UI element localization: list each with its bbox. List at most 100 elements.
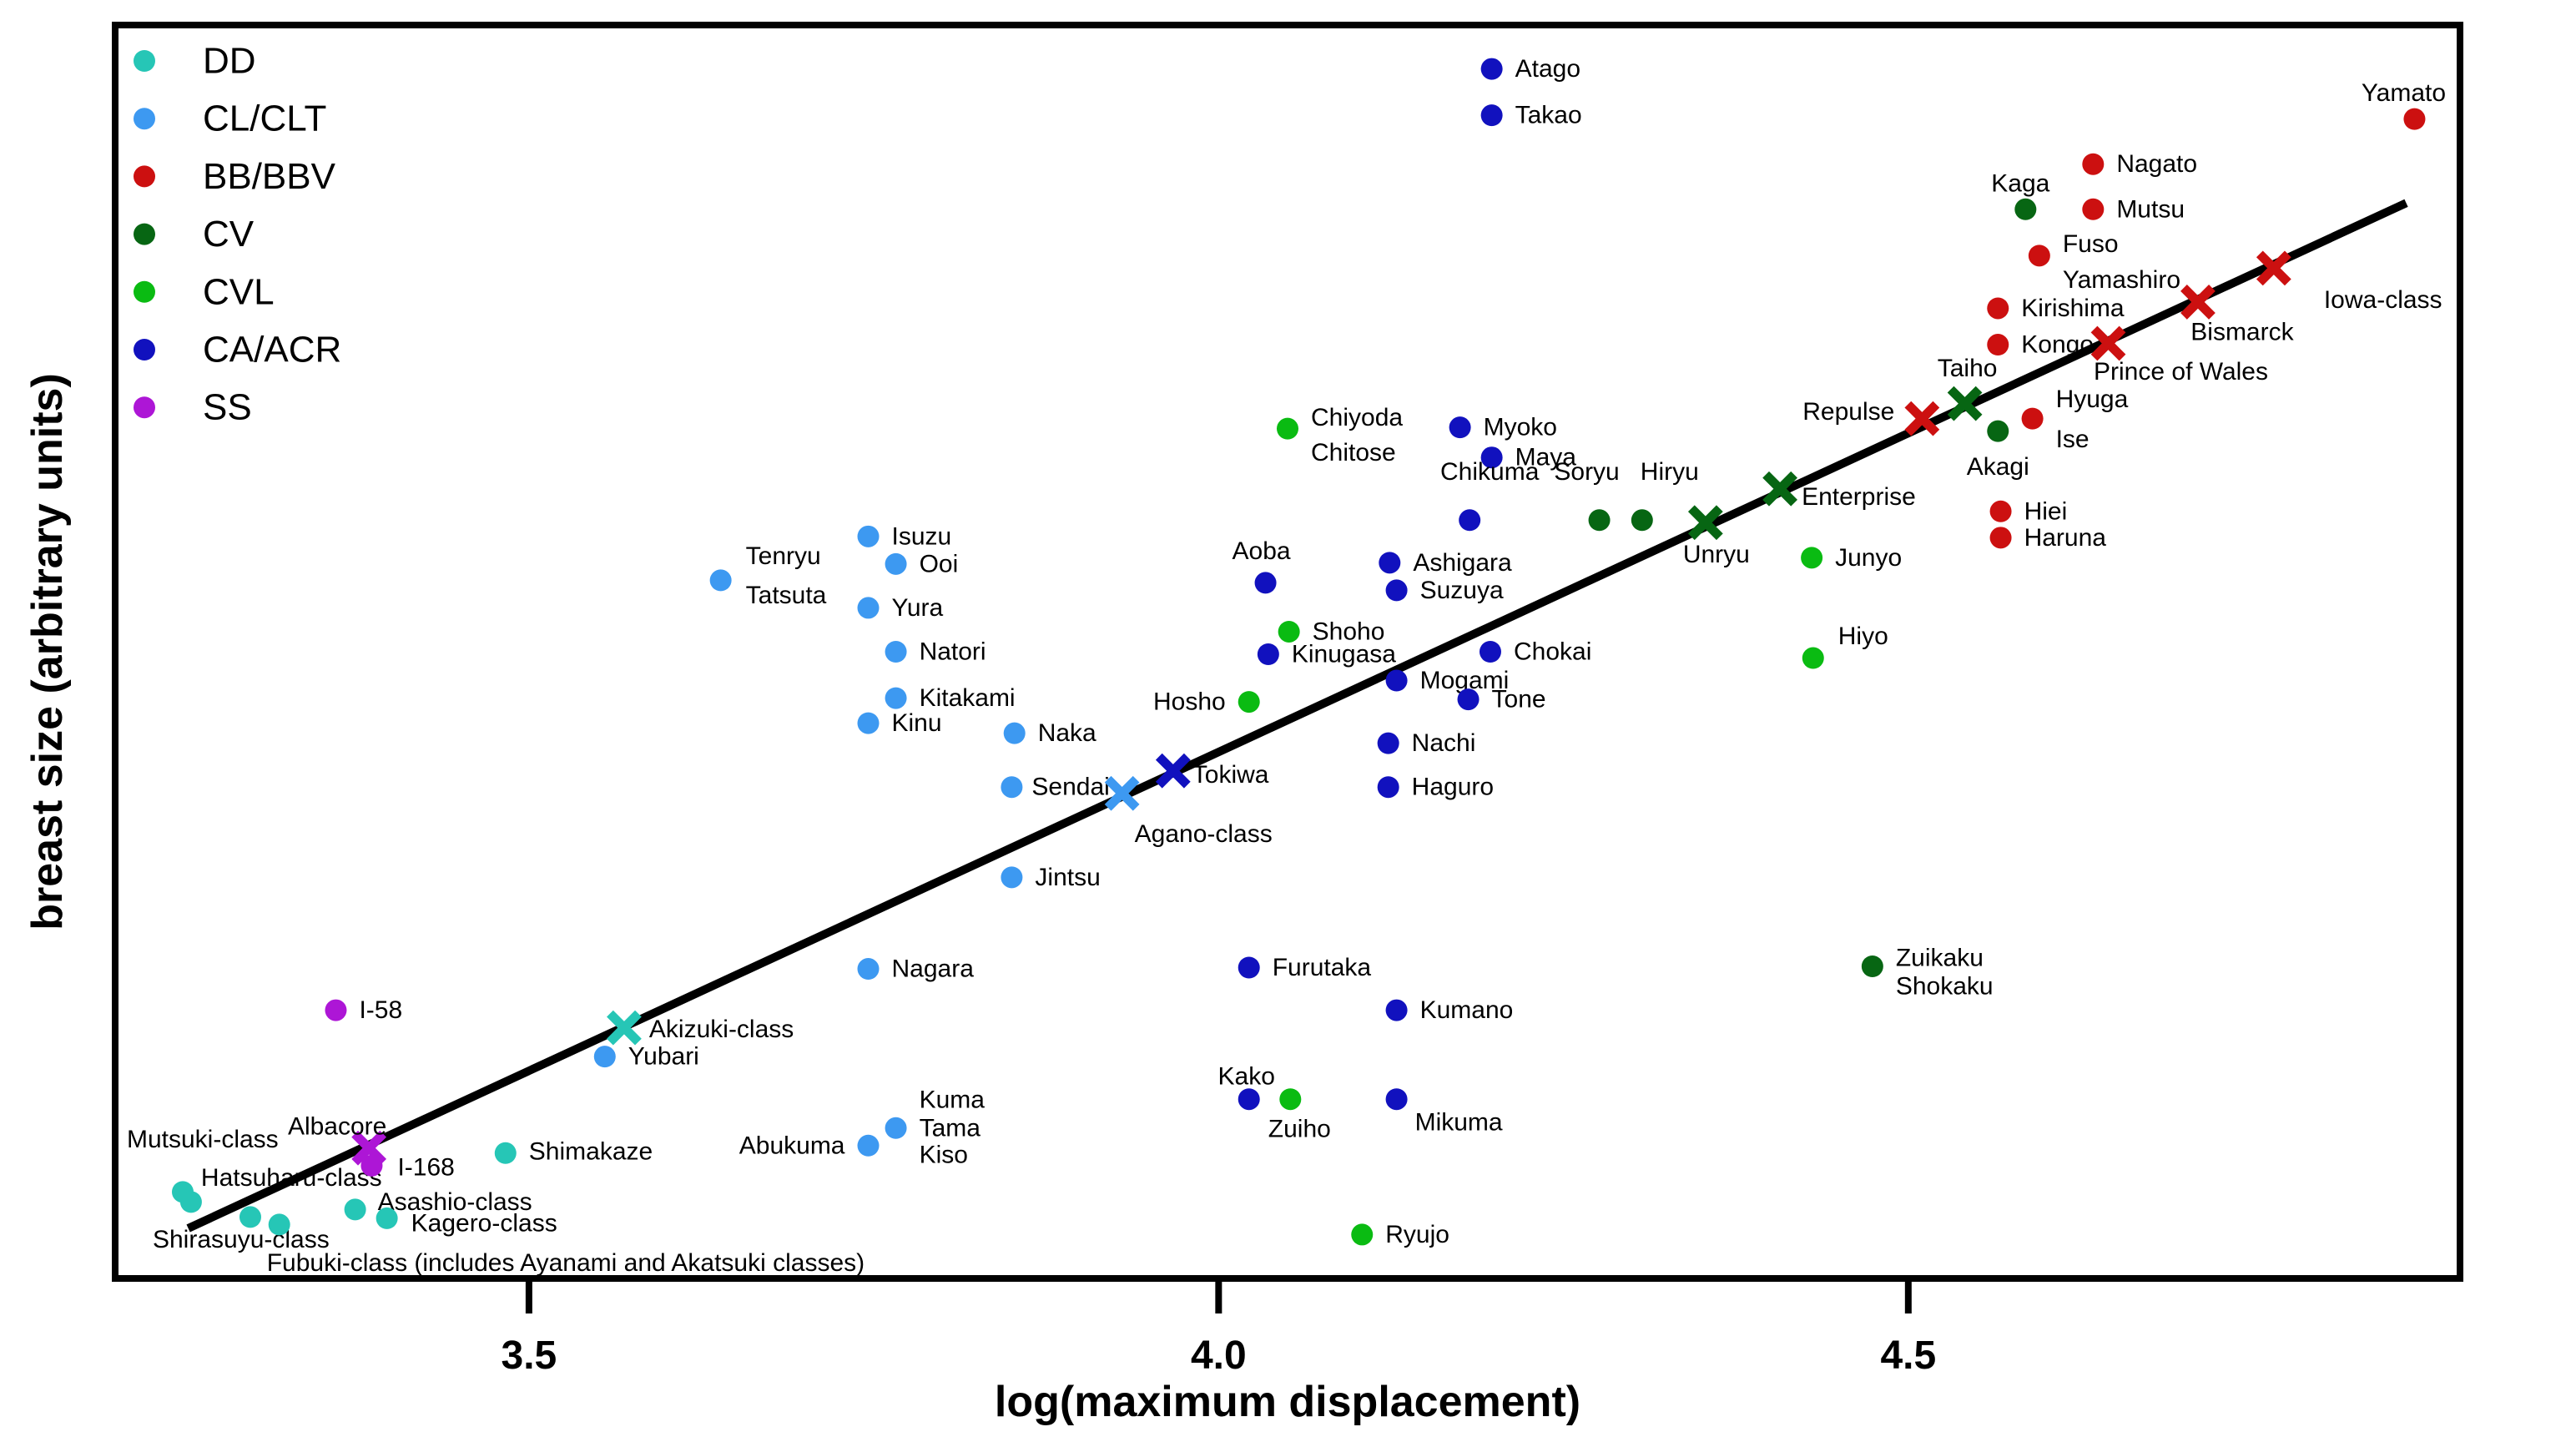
point-label-taiho: Taiho	[1938, 355, 1998, 382]
x-axis-title: log(maximum displacement)	[994, 1378, 1581, 1426]
legend-label-bb: BB/BBV	[203, 156, 336, 197]
point-marker-suzuya	[1385, 579, 1408, 602]
point-label-haruna: Haruna	[2024, 524, 2107, 552]
point-marker-sendai	[1001, 776, 1023, 799]
point-label-kinu: Kinu	[892, 709, 942, 737]
point-marker-mikuma	[1385, 1088, 1408, 1111]
point-marker-nachi	[1377, 732, 1399, 754]
point-label-isuzu: Isuzu	[892, 522, 952, 550]
point-marker-ashigara	[1379, 552, 1401, 574]
point-label-maya: Maya	[1515, 444, 1577, 471]
point-label-yamashiro: Yamashiro	[2063, 266, 2180, 294]
point-label-chiyoda: Chiyoda	[1311, 404, 1403, 431]
point-marker-isuzu	[857, 525, 880, 547]
point-marker-natori	[885, 641, 907, 663]
point-marker-akagi	[1987, 420, 2009, 442]
point-label-kagero-class: Kagero-class	[411, 1209, 557, 1237]
point-marker-takao	[1480, 104, 1503, 127]
point-marker-yura	[857, 597, 880, 619]
point-label-aoba: Aoba	[1233, 537, 1291, 565]
point-label-hiyo: Hiyo	[1838, 623, 1888, 650]
point-label-chokai: Chokai	[1514, 638, 1591, 666]
point-label-suzuya: Suzuya	[1420, 577, 1504, 604]
point-marker-maya	[1480, 446, 1503, 469]
point-marker-aoba	[1254, 572, 1277, 594]
point-label-shimakaze: Shimakaze	[529, 1137, 653, 1165]
point-label-enterprise: Enterprise	[1802, 483, 1916, 511]
point-marker-akizuki-class	[607, 1010, 642, 1046]
point-marker-asashio-class	[344, 1198, 366, 1221]
point-marker-haguro	[1377, 776, 1399, 799]
point-label-nagara: Nagara	[892, 955, 975, 983]
point-label-zuiho: Zuiho	[1268, 1116, 1331, 1143]
point-marker-tenryu	[709, 569, 732, 592]
y-axis-title: breast size (arbitrary units)	[23, 373, 72, 930]
point-marker-taiho	[1947, 386, 1983, 421]
point-label-kongo: Kongo	[2021, 331, 2094, 359]
point-label-agano-class: Agano-class	[1135, 820, 1273, 848]
point-label-junyo: Junyo	[1835, 544, 1902, 572]
legend-swatch-ca	[134, 339, 155, 360]
legend-swatch-cv	[134, 223, 155, 245]
point-marker-abukuma	[857, 1134, 880, 1157]
legend-label-cl: CL/CLT	[203, 98, 326, 139]
point-marker-yamato	[2403, 108, 2426, 130]
legend-label-ca: CA/ACR	[203, 330, 341, 371]
point-label-hyuga: Hyuga	[2056, 386, 2129, 413]
legend-swatch-bb	[134, 165, 155, 188]
point-label-fuso: Fuso	[2063, 230, 2119, 258]
point-label-furutaka: Furutaka	[1273, 954, 1372, 981]
point-label-abukuma: Abukuma	[739, 1132, 845, 1159]
point-marker-hiyo	[1802, 647, 1824, 669]
point-marker-kuma	[885, 1117, 907, 1139]
point-label-kiso: Kiso	[920, 1141, 968, 1168]
point-marker-mutsu	[2082, 198, 2105, 220]
point-marker-fubuki-class-includes-ayanami-and-akatsuki-classes	[268, 1213, 290, 1236]
point-label-soryu: Soryu	[1554, 458, 1619, 486]
point-label-natori: Natori	[920, 638, 986, 666]
legend-swatch-cvl	[134, 280, 155, 303]
point-label-yamato: Yamato	[2362, 79, 2446, 107]
point-marker-agano-class	[1104, 775, 1140, 811]
point-label-asashio-class: Asashio-class	[378, 1188, 532, 1216]
point-label-iowa-class: Iowa-class	[2324, 286, 2442, 314]
point-label-hosho: Hosho	[1153, 688, 1226, 716]
point-marker-tone	[1457, 688, 1480, 711]
point-label-zuikaku: Zuikaku	[1896, 945, 1984, 972]
point-label-yubari: Yubari	[628, 1043, 699, 1071]
legend-label-ss: SS	[203, 387, 252, 428]
legend-swatch-cl	[134, 108, 155, 130]
point-marker-kinugasa	[1257, 643, 1279, 666]
point-label-hiryu: Hiryu	[1641, 458, 1699, 486]
point-marker-kinu	[857, 712, 880, 734]
point-marker-naka	[1003, 722, 1026, 744]
legend-label-cvl: CVL	[203, 271, 275, 312]
point-marker-ryujo	[1351, 1223, 1374, 1246]
legend-label-cv: CV	[203, 214, 255, 255]
point-marker-kumano	[1385, 999, 1408, 1021]
point-label-naka: Naka	[1038, 719, 1096, 747]
point-label-fubuki-class-includes-ayanami-and-akatsuki-classes: Fubuki-class (includes Ayanami and Akats…	[267, 1249, 865, 1277]
point-marker-haruna	[1989, 527, 2012, 549]
point-marker-ooi	[885, 552, 907, 575]
point-label-ooi: Ooi	[920, 550, 959, 577]
point-marker-furutaka	[1238, 956, 1260, 979]
point-label-myoko: Myoko	[1484, 414, 1557, 441]
point-label-tama: Tama	[920, 1114, 981, 1142]
point-label-ashigara: Ashigara	[1413, 549, 1512, 577]
point-marker-zuiho	[1279, 1088, 1302, 1111]
point-marker-nagato	[2082, 153, 2105, 175]
point-label-haguro: Haguro	[1412, 774, 1494, 801]
point-marker-tokiwa	[1155, 753, 1191, 789]
point-marker-kaga	[2014, 198, 2037, 220]
point-label-yura: Yura	[892, 594, 944, 622]
point-marker-i-168	[360, 1154, 383, 1177]
point-marker-yubari	[593, 1046, 616, 1068]
point-label-hatsuharu-class: Hatsuharu-class	[201, 1164, 382, 1192]
point-label-akizuki-class: Akizuki-class	[649, 1016, 794, 1043]
point-label-i-58: I-58	[359, 996, 402, 1024]
point-marker-hatsuharu-class	[179, 1191, 202, 1213]
point-label-kaga: Kaga	[1991, 169, 2049, 197]
point-label-albacore: Albacore	[288, 1112, 386, 1140]
